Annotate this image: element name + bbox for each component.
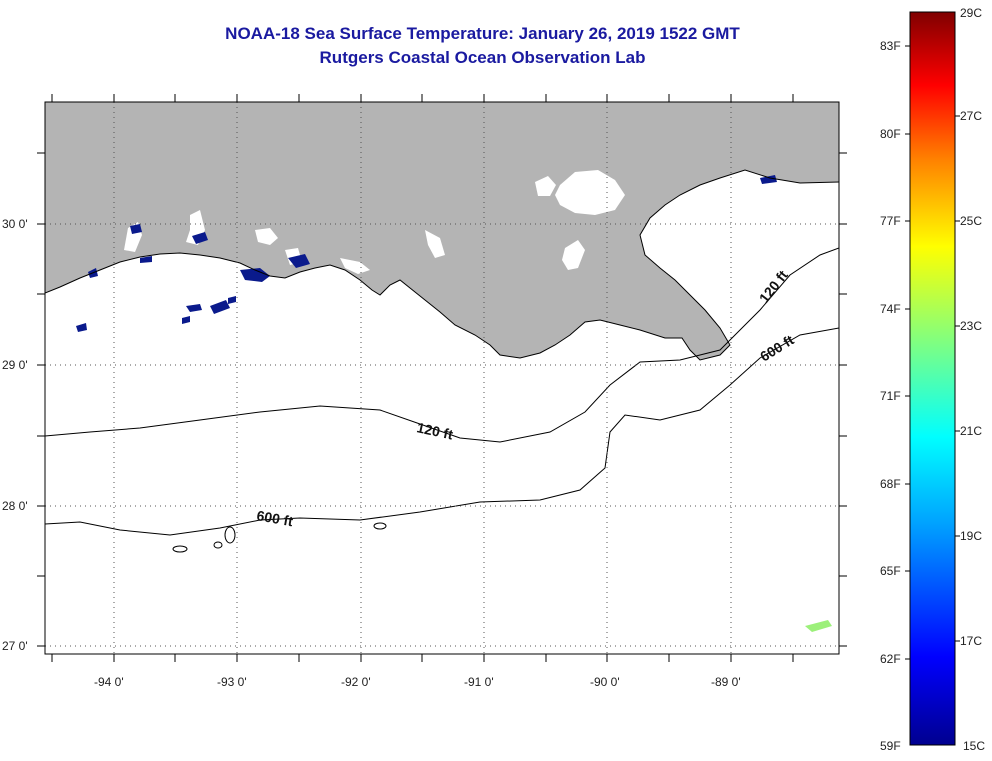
- svg-text:29C: 29C: [960, 6, 982, 20]
- cloud-patch: [255, 228, 278, 245]
- warm-sst-pixels: [805, 620, 832, 632]
- bathymetry-blobs: [172, 522, 387, 553]
- colorbar-c-labels: 29C 27C 25C 23C 21C 19C 17C 15C: [960, 6, 985, 753]
- cloud-patch: [535, 176, 556, 196]
- svg-text:21C: 21C: [960, 424, 982, 438]
- svg-text:77F: 77F: [880, 214, 901, 228]
- lon-label: -92 0': [341, 675, 371, 689]
- lat-label: 30 0': [2, 217, 28, 231]
- colorbar-f-labels: 83F 80F 77F 74F 71F 68F 65F 62F 59F: [880, 39, 901, 753]
- lon-label: -94 0': [94, 675, 124, 689]
- cloud-patch: [425, 230, 445, 258]
- contour-label-600ft: 600 ft: [255, 507, 294, 529]
- tick-marks: [37, 94, 847, 662]
- land-mass: [45, 102, 839, 360]
- svg-text:59F: 59F: [880, 739, 901, 753]
- cold-sst-pixels: [76, 175, 777, 332]
- cloud-patch: [562, 240, 585, 270]
- svg-text:65F: 65F: [880, 564, 901, 578]
- cloud-patch: [340, 258, 370, 274]
- lat-label: 28 0': [2, 499, 28, 513]
- colorbar: [909, 11, 956, 746]
- svg-text:15C: 15C: [963, 739, 985, 753]
- contour-label-120ft: 120 ft: [415, 419, 454, 442]
- lon-label: -90 0': [590, 675, 620, 689]
- svg-text:27C: 27C: [960, 109, 982, 123]
- contour-120ft: [45, 247, 839, 443]
- lon-label: -93 0': [217, 675, 247, 689]
- contour-600ft: [45, 327, 839, 536]
- lon-label: -89 0': [711, 675, 741, 689]
- lat-label: 27 0': [2, 639, 28, 653]
- svg-text:62F: 62F: [880, 652, 901, 666]
- map-subtitle: Rutgers Coastal Ocean Observation Lab: [319, 48, 646, 67]
- svg-text:68F: 68F: [880, 477, 901, 491]
- graticule: [45, 102, 839, 654]
- svg-text:23C: 23C: [960, 319, 982, 333]
- map-frame: [44, 101, 840, 655]
- lon-label: -91 0': [464, 675, 494, 689]
- cloud-patch: [555, 170, 625, 215]
- svg-text:71F: 71F: [880, 389, 901, 403]
- svg-text:74F: 74F: [880, 302, 901, 316]
- svg-text:19C: 19C: [960, 529, 982, 543]
- lat-label: 29 0': [2, 358, 28, 372]
- map-title: NOAA-18 Sea Surface Temperature: January…: [225, 24, 740, 43]
- svg-text:17C: 17C: [960, 634, 982, 648]
- svg-text:80F: 80F: [880, 127, 901, 141]
- svg-text:25C: 25C: [960, 214, 982, 228]
- colorbar-ticks: [905, 45, 960, 660]
- svg-text:83F: 83F: [880, 39, 901, 53]
